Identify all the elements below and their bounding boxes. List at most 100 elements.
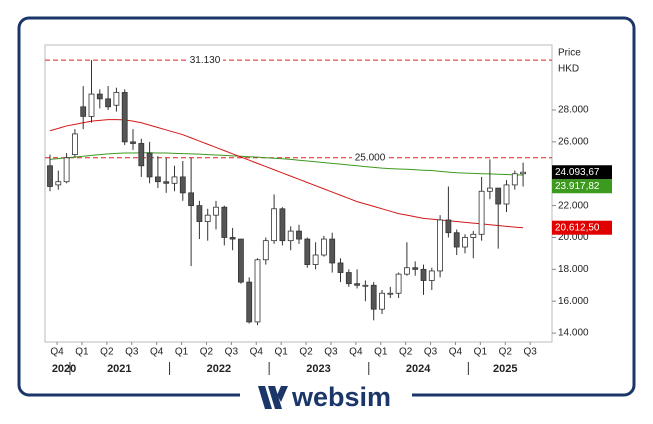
candle-body [296,230,302,240]
candle-body [428,270,435,281]
candle-body [511,173,518,186]
x-tick-label: Q1 [274,347,288,358]
candle-body [271,208,278,242]
candle-body [337,262,344,273]
candle-body [72,133,78,156]
x-tick-label: Q1 [474,347,488,358]
candle-body [229,237,236,240]
candle-body [47,165,53,187]
year-label: 2021 [107,363,131,375]
y-tick-label: 28.000 [558,105,589,116]
price-tag-label: 20.612,50 [555,222,600,233]
candle-body [329,238,336,264]
candle-body [80,106,87,117]
reference-label: 25.000 [355,152,386,163]
candle-body [246,281,253,323]
x-tick-label: Q3 [523,347,537,358]
candle-body [370,284,377,310]
marks: 14.00016.00018.00020.00022.00024.00026.0… [45,54,612,375]
x-tick-label: Q2 [100,347,114,358]
x-tick-label: Q4 [449,347,463,358]
candle-body [354,283,361,286]
candle-body [154,176,161,183]
x-tick-label: Q3 [424,347,438,358]
moving-average [49,119,524,229]
x-tick-label: Q4 [50,347,64,358]
y-tick-label: 16.000 [558,296,589,307]
candle-body [486,187,493,192]
candle-body [88,93,95,117]
candle-body [130,141,136,144]
candle-body [221,206,228,238]
candle-body [279,208,286,242]
year-label: 2023 [306,363,330,375]
x-tick-label: Q3 [225,347,239,358]
candle-body [520,171,526,175]
candle-body [105,98,111,108]
candle-body [254,259,261,323]
candle-body [213,206,219,216]
year-label: 2022 [207,363,231,375]
logo-icon [258,386,288,409]
x-tick-label: Q1 [374,347,388,358]
candle-body [445,219,452,234]
x-tick-label: Q2 [499,347,513,358]
x-tick-label: Q3 [125,347,139,358]
candle-body [345,272,352,285]
candle-body [262,240,269,261]
candle-body [171,176,178,184]
y-tick-label: 22.000 [558,200,589,211]
price-tag [552,220,612,235]
candle-body [462,237,468,248]
candle-body [403,267,410,275]
reference-label-bg [352,151,388,164]
candle-body [188,192,195,207]
candle-body [304,238,311,265]
candle-body [179,176,186,194]
y-tick-label: 18.000 [558,264,589,275]
axis-title: Price [558,48,581,59]
plot-area [44,44,553,343]
candle-body [453,232,460,248]
reference-label-bg [187,54,223,67]
x-tick-label: Q4 [349,347,363,358]
candle-body [237,238,244,283]
x-tick-label: Q4 [150,347,164,358]
price-tag [552,165,612,180]
x-tick-label: Q4 [250,347,264,358]
y-tick-label: 26.000 [558,137,589,148]
candle-body [420,268,427,281]
candle-body [495,187,502,205]
candle-body [503,184,510,205]
reference-label: 31.130 [190,55,221,66]
candle-body [362,284,369,287]
axis-unit: HKD [558,64,579,75]
candle-body [63,157,70,183]
candle-body [312,254,319,265]
x-tick-label: Q2 [200,347,214,358]
candle-body [204,214,211,222]
candle-body [121,92,128,143]
year-label: 2024 [406,363,431,375]
moving-average [49,152,524,176]
price-tag [552,179,612,194]
candle-body [287,230,294,242]
logo: websim [291,382,391,412]
candle-body [379,292,385,310]
price-tag-label: 23.917,82 [555,181,600,192]
candle-body [395,273,402,294]
year-label: 2020 [52,363,76,375]
candle-body [412,267,419,270]
year-label: 2025 [493,363,517,375]
y-tick-label: 14.000 [558,328,589,339]
x-tick-label: Q2 [299,347,313,358]
candle-body [96,93,103,100]
candle-body [138,143,145,167]
x-tick-label: Q3 [324,347,338,358]
x-tick-label: Q1 [175,347,189,358]
price-tag-label: 24.093,67 [555,167,600,178]
candle-body [55,181,62,186]
candle-body [320,238,327,256]
